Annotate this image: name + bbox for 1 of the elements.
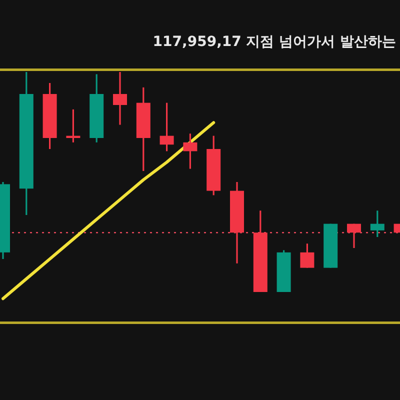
chart-title: 117,959,17 지점 넘어가서 발산하는	[152, 34, 396, 50]
